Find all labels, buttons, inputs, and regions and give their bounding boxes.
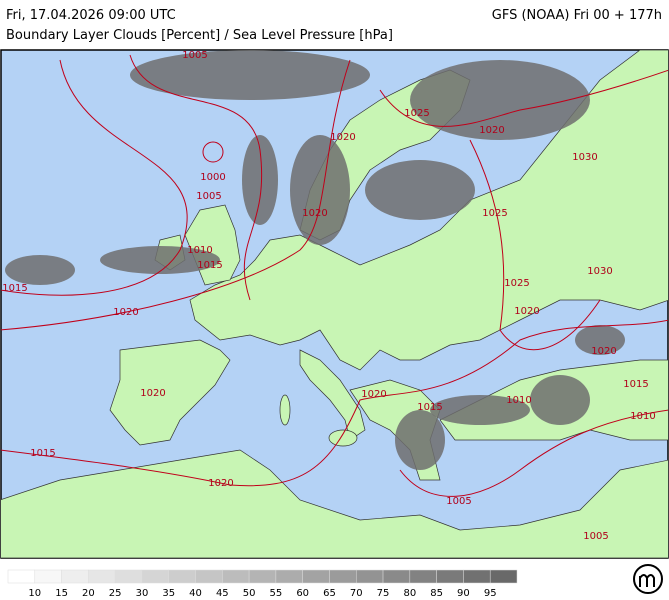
legend-label: 95 bbox=[484, 588, 497, 599]
legend-swatch bbox=[222, 569, 250, 584]
legend-label: 35 bbox=[162, 588, 175, 599]
isobars bbox=[1, 54, 668, 497]
legend-label: 30 bbox=[136, 588, 149, 599]
legend-label: 80 bbox=[403, 588, 416, 599]
legend-label: 85 bbox=[430, 588, 443, 599]
isobar-labels: 1005 1025 1020 1020 1030 1000 1005 1020 1025 1010… bbox=[2, 50, 655, 542]
legend-swatch bbox=[382, 569, 411, 584]
isobar-label: 1000 bbox=[200, 172, 225, 183]
cloud bbox=[410, 60, 590, 140]
cloud bbox=[5, 255, 75, 285]
isobar-label: 1030 bbox=[572, 152, 597, 163]
legend-label: 15 bbox=[55, 588, 68, 599]
legend-swatch bbox=[275, 569, 303, 584]
isobar-label: 1020 bbox=[514, 306, 539, 317]
legend-swatch bbox=[34, 569, 62, 584]
legend-label: 70 bbox=[350, 588, 363, 599]
isobar-label: 1015 bbox=[197, 260, 222, 271]
legend-label: 25 bbox=[109, 588, 122, 599]
legend-label: 60 bbox=[296, 588, 309, 599]
logo-mark bbox=[639, 574, 655, 587]
isobar-label: 1025 bbox=[504, 278, 529, 289]
land bbox=[279, 394, 291, 426]
isobar bbox=[1, 59, 188, 296]
isobar-label: 1010 bbox=[187, 245, 212, 256]
isobar-label: 1030 bbox=[587, 266, 612, 277]
legend-swatch bbox=[248, 569, 277, 584]
legend-swatch bbox=[168, 569, 196, 584]
legend-label: 45 bbox=[216, 588, 229, 599]
legend-swatch bbox=[463, 569, 491, 584]
legend-swatch bbox=[409, 569, 437, 584]
legend-label: 65 bbox=[323, 588, 336, 599]
isobar-label: 1010 bbox=[630, 411, 655, 422]
title: Fri, 17.04.2026 09:00 UTC bbox=[6, 8, 176, 23]
cloud bbox=[242, 135, 278, 225]
isobar bbox=[1, 59, 351, 331]
legend-swatch bbox=[88, 569, 116, 584]
legend-label: 10 bbox=[28, 588, 41, 599]
isobar-label: 1020 bbox=[330, 132, 355, 143]
land bbox=[1, 449, 668, 558]
logo bbox=[633, 564, 663, 594]
isobar-label: 1020 bbox=[361, 389, 386, 400]
legend: 10 15 20 25 30 35 40 45 50 55 60 65 70 75 80 85 90 95 bbox=[7, 569, 518, 599]
isobar-label: 1015 bbox=[30, 448, 55, 459]
cloud bbox=[130, 50, 370, 100]
isobar bbox=[129, 54, 263, 301]
isobar-label: 1005 bbox=[446, 496, 471, 507]
legend-label: 90 bbox=[457, 588, 470, 599]
cloud bbox=[430, 395, 530, 425]
isobar-label: 1020 bbox=[113, 307, 138, 318]
isobar bbox=[202, 141, 224, 163]
isobar-label: 1010 bbox=[506, 395, 531, 406]
cloud bbox=[365, 160, 475, 220]
cloud bbox=[290, 135, 350, 245]
isobar-label: 1005 bbox=[196, 191, 221, 202]
legend-label: 75 bbox=[377, 588, 390, 599]
cloud bbox=[575, 325, 625, 355]
isobar bbox=[1, 319, 668, 487]
map: 1005 1025 1020 1020 1030 1000 1005 1020 1025 1010… bbox=[0, 49, 669, 559]
legend-label: 40 bbox=[189, 588, 202, 599]
legend-swatch bbox=[302, 569, 330, 584]
isobar-label: 1020 bbox=[591, 346, 616, 357]
legend-swatch bbox=[195, 569, 223, 584]
land bbox=[109, 339, 231, 446]
land bbox=[328, 429, 358, 447]
legend-swatch bbox=[141, 569, 169, 584]
isobar-label: 1005 bbox=[583, 531, 608, 542]
cloud bbox=[395, 410, 445, 470]
legend-swatch bbox=[114, 569, 143, 584]
legend-swatch bbox=[329, 569, 357, 584]
isobar-label: 1020 bbox=[479, 125, 504, 136]
isobar-label: 1015 bbox=[2, 283, 27, 294]
legend-swatch bbox=[356, 569, 384, 584]
isobar bbox=[399, 409, 668, 497]
isobar-label: 1025 bbox=[482, 208, 507, 219]
isobar-label: 1015 bbox=[623, 379, 648, 390]
isobar-label: 1015 bbox=[417, 402, 442, 413]
isobar-label: 1020 bbox=[140, 388, 165, 399]
clouds bbox=[5, 50, 625, 470]
legend-swatch bbox=[436, 569, 464, 584]
legend-label: 50 bbox=[243, 588, 256, 599]
legend-label: 20 bbox=[82, 588, 95, 599]
legend-swatch bbox=[7, 569, 36, 584]
cloud bbox=[100, 246, 220, 274]
isobar-label: 1020 bbox=[208, 478, 233, 489]
subtitle: Boundary Layer Clouds [Percent] / Sea Le… bbox=[6, 28, 393, 43]
isobar-label: 1020 bbox=[302, 208, 327, 219]
isobar-label: 1025 bbox=[404, 108, 429, 119]
model-info: GFS (NOAA) Fri 00 + 177h bbox=[492, 8, 662, 23]
isobar bbox=[379, 69, 668, 127]
isobar bbox=[469, 139, 601, 351]
cloud bbox=[530, 375, 590, 425]
legend-label: 55 bbox=[270, 588, 283, 599]
legend-swatch bbox=[489, 569, 518, 584]
legend-swatch bbox=[61, 569, 89, 584]
isobar-label: 1005 bbox=[182, 50, 207, 61]
